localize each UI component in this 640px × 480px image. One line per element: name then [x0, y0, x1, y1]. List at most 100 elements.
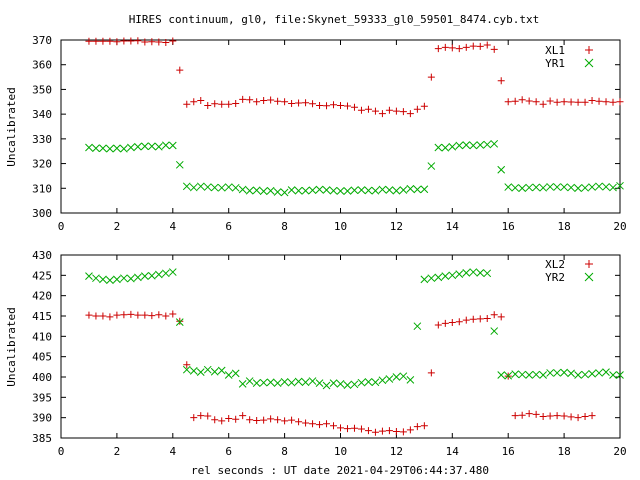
data-point-yr2 — [357, 378, 366, 387]
data-point-yr2 — [92, 274, 100, 283]
data-point-xl2 — [560, 412, 568, 420]
data-point-xl2 — [288, 416, 296, 424]
data-point-yr2 — [392, 373, 401, 381]
data-point-xl2 — [399, 428, 407, 436]
y-tick-label: 310 — [32, 182, 52, 195]
x-tick-label: 4 — [169, 220, 176, 233]
x-tick-label: 10 — [334, 220, 347, 233]
data-point-xl2 — [113, 311, 121, 319]
data-point-yr2 — [134, 273, 142, 282]
data-point-xl2 — [253, 417, 261, 425]
data-point-xl1 — [406, 110, 414, 118]
data-point-yr2 — [210, 367, 219, 376]
data-point-yr2 — [120, 274, 128, 283]
data-point-yr2 — [406, 375, 415, 384]
data-point-xl1 — [427, 73, 435, 81]
data-point-xl2 — [350, 424, 358, 432]
data-point-xl1 — [602, 98, 610, 106]
data-point-yr2 — [553, 369, 561, 377]
data-point-xl1 — [148, 38, 156, 46]
data-point-xl2 — [295, 418, 303, 426]
data-point-xl2 — [420, 422, 428, 430]
data-point-yr2 — [532, 370, 541, 379]
data-point-xl1 — [218, 100, 226, 108]
y-tick-label: 340 — [32, 108, 52, 121]
data-point-xl1 — [141, 38, 149, 46]
data-point-yr2 — [588, 369, 596, 378]
data-point-xl2 — [574, 414, 582, 422]
data-point-yr1 — [385, 186, 394, 194]
data-point-yr2 — [476, 269, 485, 277]
data-point-yr2 — [469, 268, 478, 276]
data-point-yr2 — [238, 380, 247, 388]
data-point-xl2 — [337, 424, 344, 432]
data-point-xl2 — [127, 310, 135, 318]
data-point-yr2 — [546, 369, 554, 377]
data-point-yr1 — [280, 188, 289, 197]
data-point-yr2 — [595, 369, 603, 377]
data-point-xl1 — [330, 101, 338, 109]
data-point-yr1 — [287, 186, 296, 194]
x-tick-label: 14 — [446, 220, 460, 233]
data-point-xl1 — [267, 96, 275, 104]
plot-frame-bottom — [60, 254, 621, 439]
data-point-yr1 — [469, 141, 478, 150]
data-point-yr2 — [294, 377, 303, 386]
data-point-yr1 — [134, 142, 142, 151]
data-point-yr1 — [266, 186, 275, 195]
data-point-yr1 — [147, 142, 156, 151]
data-point-xl2 — [511, 412, 519, 420]
data-point-yr1 — [182, 182, 191, 191]
data-point-yr1 — [553, 183, 561, 191]
data-point-yr1 — [106, 144, 114, 153]
x-axis-label: rel seconds : UT date 2021-04-29T06:44:3… — [191, 464, 489, 477]
data-point-xl1 — [483, 41, 491, 49]
data-point-yr1 — [511, 183, 520, 192]
y-tick-label: 410 — [32, 330, 52, 343]
data-point-yr1 — [490, 139, 499, 148]
data-point-yr1 — [581, 183, 589, 192]
data-point-xl1 — [302, 99, 310, 107]
y-tick-label: 415 — [32, 310, 52, 323]
data-point-xl2 — [441, 319, 449, 327]
data-point-yr1 — [336, 187, 345, 195]
data-point-yr1 — [154, 142, 163, 151]
data-point-xl2 — [260, 416, 268, 424]
data-point-xl2 — [392, 427, 400, 435]
data-point-yr1 — [546, 182, 554, 191]
data-point-xl1 — [490, 45, 498, 53]
data-point-yr1 — [602, 182, 610, 191]
data-point-yr1 — [196, 182, 205, 191]
data-point-yr1 — [120, 144, 128, 153]
data-point-yr1 — [616, 181, 624, 190]
data-point-xl1 — [371, 107, 379, 115]
data-point-xl1 — [413, 105, 421, 113]
data-point-yr2 — [399, 372, 408, 381]
data-point-yr2 — [280, 378, 289, 386]
data-point-xl2 — [364, 427, 372, 435]
data-point-yr1 — [392, 186, 401, 195]
data-point-xl1 — [204, 101, 212, 109]
data-point-xl2 — [281, 417, 289, 425]
data-point-xl1 — [532, 98, 540, 106]
data-point-xl2 — [323, 420, 331, 428]
data-point-yr1 — [168, 141, 177, 150]
data-point-xl1 — [588, 97, 596, 105]
data-point-xl1 — [511, 97, 519, 105]
x-tick-label: 2 — [114, 445, 121, 458]
data-point-xl2 — [134, 311, 142, 319]
data-point-yr1 — [315, 185, 324, 194]
data-point-yr2 — [427, 274, 436, 283]
data-point-yr1 — [532, 183, 541, 192]
data-point-yr2 — [147, 271, 156, 280]
data-point-yr2 — [231, 369, 240, 378]
data-point-yr1 — [448, 142, 457, 151]
data-point-xl2 — [316, 421, 324, 429]
data-point-xl1 — [190, 98, 198, 106]
data-point-xl2 — [330, 422, 338, 430]
data-point-yr2 — [217, 366, 226, 375]
data-point-yr2 — [175, 318, 184, 326]
data-point-xl1 — [113, 38, 121, 46]
data-point-xl1 — [546, 97, 554, 105]
data-point-yr1 — [238, 185, 247, 194]
